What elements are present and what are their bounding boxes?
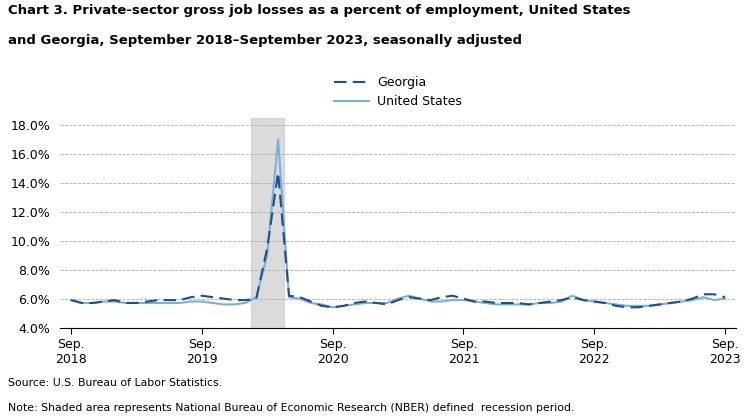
Text: Source: U.S. Bureau of Labor Statistics.: Source: U.S. Bureau of Labor Statistics. [8,378,222,388]
Text: Chart 3. Private-sector gross job losses as a percent of employment, United Stat: Chart 3. Private-sector gross job losses… [8,4,630,17]
Bar [251,118,284,328]
Legend: Georgia, United States: Georgia, United States [330,71,466,113]
Text: and Georgia, September 2018–September 2023, seasonally adjusted: and Georgia, September 2018–September 20… [8,34,521,47]
Text: Note: Shaded area represents National Bureau of Economic Research (NBER) defined: Note: Shaded area represents National Bu… [8,403,574,413]
